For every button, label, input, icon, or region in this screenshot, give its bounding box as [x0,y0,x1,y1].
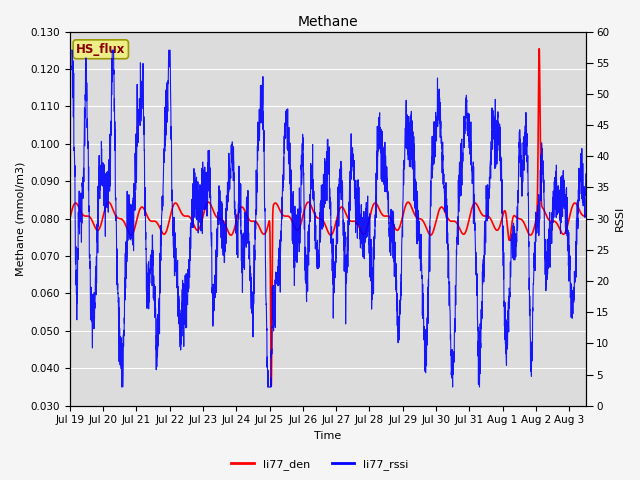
Legend: li77_den, li77_rssi: li77_den, li77_rssi [227,455,413,474]
X-axis label: Time: Time [314,431,342,441]
Title: Methane: Methane [298,15,358,29]
Text: HS_flux: HS_flux [76,43,125,56]
Y-axis label: Methane (mmol/m3): Methane (mmol/m3) [15,161,25,276]
Y-axis label: RSSI: RSSI [615,206,625,231]
